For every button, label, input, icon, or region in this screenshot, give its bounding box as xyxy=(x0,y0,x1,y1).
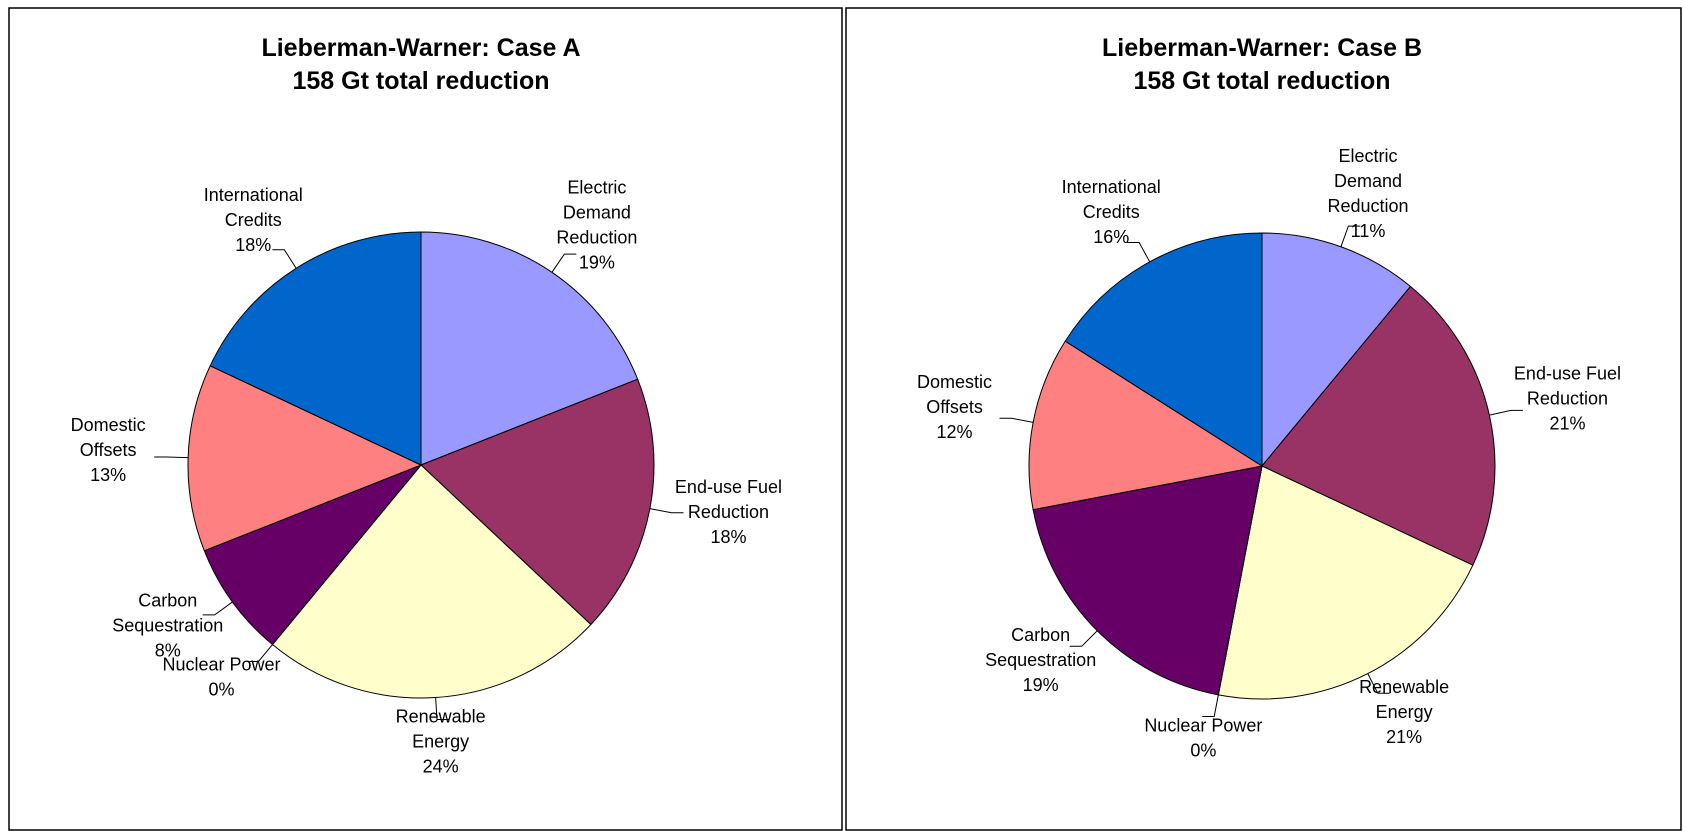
label-line: Nuclear Power xyxy=(1144,715,1262,735)
slice-label: Nuclear Power xyxy=(1144,715,1262,735)
chart-title: Lieberman-Warner: Case A xyxy=(261,34,580,62)
label-line: Renewable xyxy=(396,706,486,726)
slice-value-label: 19% xyxy=(579,252,615,272)
label-line: Credits xyxy=(225,210,282,230)
slice-value-label: 0% xyxy=(208,680,234,700)
leader-line xyxy=(1489,409,1523,416)
slice-label: End-use Fuel Reduction xyxy=(1514,363,1621,408)
label-line: Renewable xyxy=(1359,677,1449,697)
label-line: Sequestration xyxy=(112,615,223,635)
pie-slice xyxy=(1217,465,1474,700)
leader-line xyxy=(1127,242,1151,263)
slice-label: Renewable Energy xyxy=(396,706,486,751)
label-line: Energy xyxy=(1376,702,1433,722)
slice-label: Domestic Offsets xyxy=(71,415,146,460)
pie-slice xyxy=(1261,232,1412,468)
slice-value-label: 12% xyxy=(937,422,973,442)
leader-line xyxy=(202,601,233,616)
slice-label: Electric Demand Reduction xyxy=(1327,146,1408,216)
pie-slice xyxy=(1261,285,1496,566)
leader-line xyxy=(1340,225,1361,247)
slice-value-label: 18% xyxy=(235,235,271,255)
pie-slice xyxy=(1064,232,1263,467)
slice-label: Electric Demand Reduction xyxy=(556,177,637,247)
label-line: End-use Fuel xyxy=(675,477,782,497)
pie-slice xyxy=(209,231,422,466)
slice-value-label: 18% xyxy=(710,527,746,547)
slice-label: International Credits xyxy=(204,185,303,230)
label-line: Reduction xyxy=(1327,196,1408,216)
slice-value-label: 0% xyxy=(1190,740,1216,760)
label-line: Credits xyxy=(1083,202,1140,222)
label-line: Demand xyxy=(1334,171,1402,191)
slice-label: International Credits xyxy=(1062,177,1161,222)
slice-value-label: 21% xyxy=(1386,727,1422,747)
label-line: Demand xyxy=(563,202,631,222)
leader-line xyxy=(1202,694,1219,717)
label-line: Electric xyxy=(1339,146,1398,166)
chart-subtitle: 158 Gt total reduction xyxy=(293,67,550,95)
label-line: Electric xyxy=(567,177,626,197)
label-line: Reduction xyxy=(688,502,769,522)
slice-value-label: 8% xyxy=(155,640,181,660)
chart-title: Lieberman-Warner: Case B xyxy=(1102,34,1422,62)
leader-line xyxy=(999,417,1034,423)
slice-value-label: 24% xyxy=(423,756,459,776)
label-line: End-use Fuel xyxy=(1514,363,1621,383)
slice-label: Carbon Sequestration xyxy=(112,590,223,635)
leader-line xyxy=(649,508,684,514)
leader-line xyxy=(1367,673,1390,694)
pie-slice xyxy=(420,378,655,626)
label-line: Reduction xyxy=(556,227,637,247)
chart-subtitle: 158 Gt total reduction xyxy=(1134,67,1391,95)
slice-label: Domestic Offsets xyxy=(917,372,992,417)
leader-line xyxy=(272,249,297,269)
slice-value-label: 21% xyxy=(1549,413,1585,433)
label-line: International xyxy=(1062,177,1161,197)
slice-label: Renewable Energy xyxy=(1359,677,1449,722)
slice-value-label: 19% xyxy=(1023,675,1059,695)
slice-value-label: 13% xyxy=(90,465,126,485)
leader-line xyxy=(246,644,273,662)
slice-value-label: 11% xyxy=(1351,221,1386,241)
label-line: Domestic xyxy=(917,372,992,392)
slice-label: Nuclear Power xyxy=(162,655,280,675)
label-line: Energy xyxy=(412,731,469,751)
label-line: Nuclear Power xyxy=(162,655,280,675)
slice-label: End-use Fuel Reduction xyxy=(675,477,782,522)
leader-line xyxy=(551,253,577,273)
label-line: Carbon xyxy=(138,590,197,610)
label-line: Reduction xyxy=(1527,388,1608,408)
slice-label: Carbon Sequestration xyxy=(985,625,1096,670)
label-line: Sequestration xyxy=(985,650,1096,670)
label-line: Domestic xyxy=(71,415,146,435)
leader-line xyxy=(154,456,189,459)
leader-line xyxy=(1069,630,1098,647)
pie-slice xyxy=(187,365,423,552)
label-line: Carbon xyxy=(1011,625,1070,645)
label-line: Offsets xyxy=(926,397,983,417)
label-line: Offsets xyxy=(80,440,137,460)
pie-slice xyxy=(1032,465,1263,696)
leader-line xyxy=(435,697,450,720)
slice-value-label: 16% xyxy=(1093,227,1129,247)
pie-slice xyxy=(1028,340,1264,511)
label-line: International xyxy=(204,185,303,205)
